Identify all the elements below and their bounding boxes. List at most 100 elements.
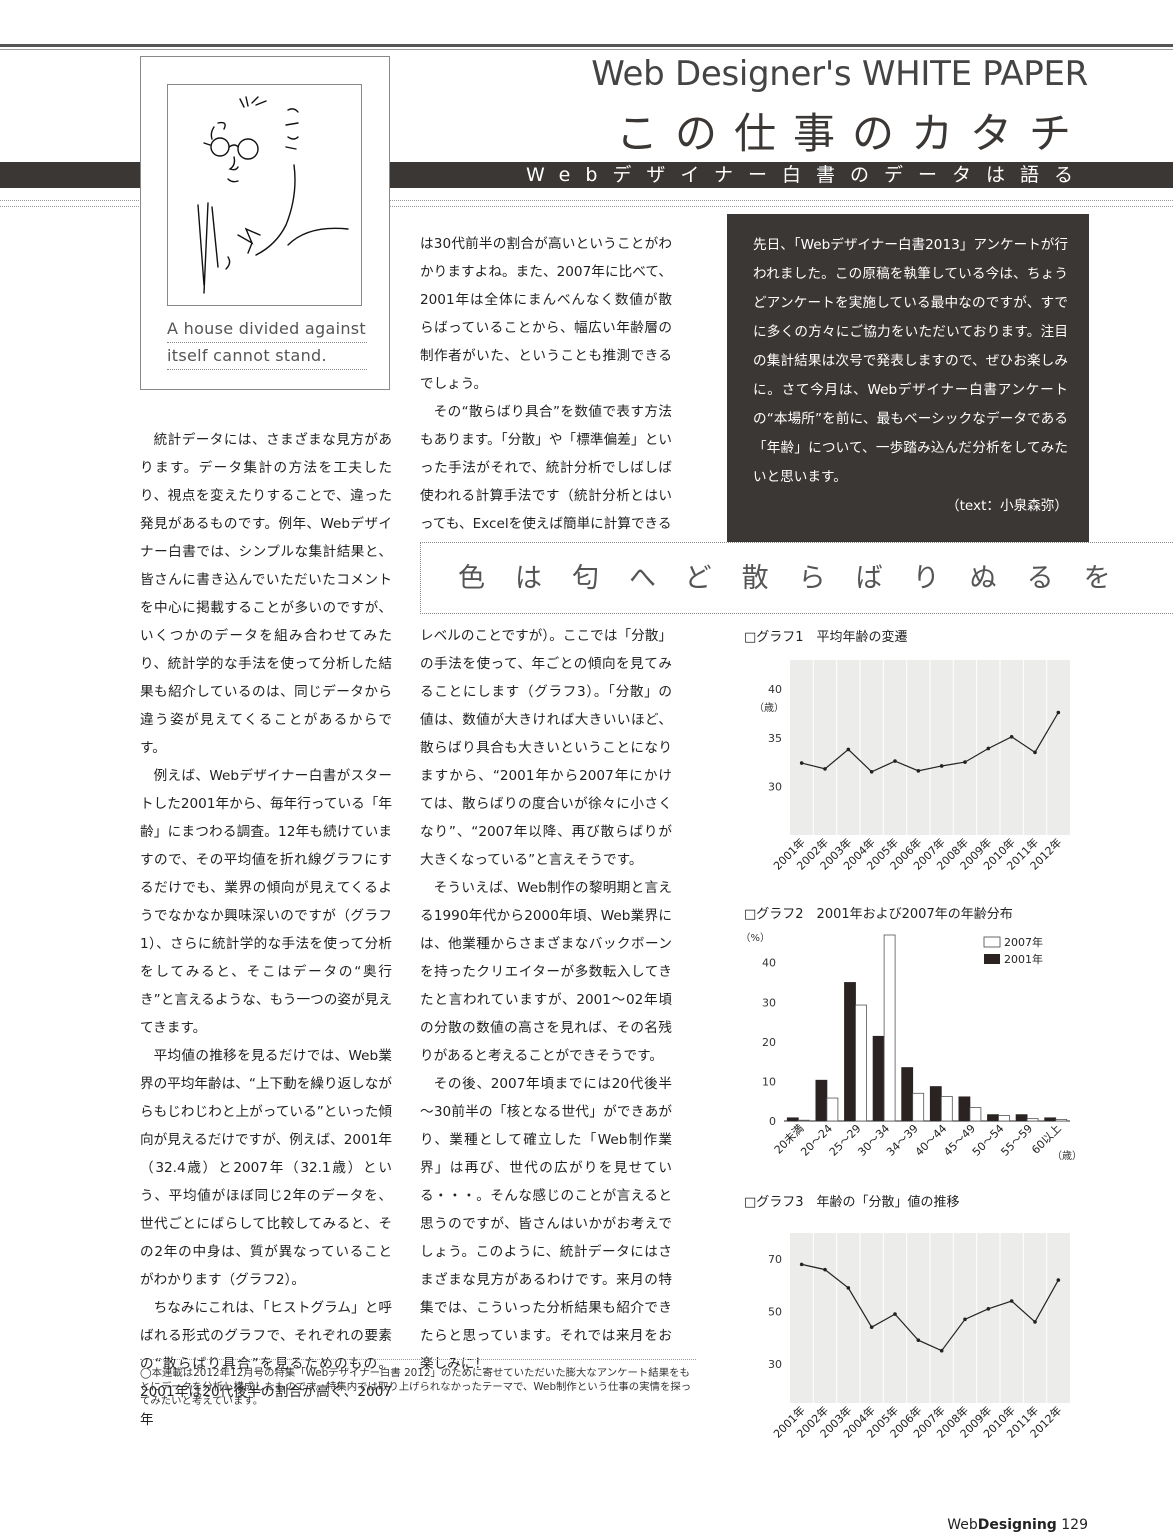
bar-2001: [901, 1067, 914, 1122]
page-subtitle: Webデザイナー白書のデータは語る: [525, 164, 1088, 186]
paragraph: その“散らばり具合”を数値で表す方法もあります。「分散」や「標準偏差」といった手…: [420, 404, 672, 532]
folio: WebDesigning 129: [947, 1517, 1088, 1533]
intro-box: [727, 214, 1089, 542]
y-tick-label: 30: [762, 996, 776, 1009]
y-tick-label: 40: [762, 957, 776, 970]
data-point: [986, 746, 991, 751]
data-point: [869, 1325, 874, 1329]
data-point: [1033, 1320, 1037, 1324]
quote-line: A house divided against: [167, 316, 367, 343]
author-sketch-image: [197, 96, 349, 294]
data-point: [893, 759, 897, 763]
intro-text: 先日、「Webデザイナー白書2013」アンケートが行われました。この原稿を執筆し…: [753, 231, 1068, 521]
paragraph: レベルのことですが）。ここでは「分散」の手法を使って、年ごとの傾向を見てみること…: [420, 628, 672, 868]
data-point: [939, 764, 944, 768]
data-point: [846, 747, 851, 752]
brand-designing: Designing: [977, 1517, 1057, 1533]
bar-2007: [940, 1096, 953, 1122]
bar-2007: [912, 1092, 925, 1122]
graph3-title: □グラフ3 年齢の「分散」値の推移: [744, 1195, 960, 1210]
top-rule: [0, 44, 1173, 47]
bar-2007: [826, 1097, 839, 1122]
y-tick-label: 30: [768, 780, 782, 793]
page-number: 129: [1061, 1517, 1088, 1533]
bar-2001: [958, 1096, 971, 1122]
bar-2007: [1055, 1119, 1068, 1122]
graph1-title: □グラフ1 平均年齢の変遷: [744, 630, 908, 645]
body-column-1: 統計データには、さまざまな見方があります。データ集計の方法を工夫したり、視点を変…: [140, 426, 392, 1434]
legend-swatch-2001: [984, 954, 1000, 964]
dotted-rule: [0, 206, 1173, 207]
page-title: この仕事のカタチ: [615, 109, 1088, 158]
bar-2001: [1044, 1117, 1057, 1122]
x-axis-unit: （歳）: [1052, 1150, 1082, 1162]
data-point: [893, 1312, 897, 1316]
intro-body: 先日、「Webデザイナー白書2013」アンケートが行われました。この原稿を執筆し…: [753, 237, 1068, 485]
dotted-rule: [0, 200, 1173, 201]
data-point: [823, 1267, 827, 1272]
bar-2001: [1015, 1114, 1028, 1122]
paragraph: ちなみにこれは、「ヒストグラム」と呼ばれる形式のグラフで、それぞれの要素の“散ら…: [140, 1300, 392, 1428]
footnote: ◯本連載は2012年12月号の特集「Webデザイナー白書 2012」のために寄せ…: [140, 1367, 692, 1407]
body-column-2-bottom: レベルのことですが）。ここでは「分散」の手法を使って、年ごとの傾向を見てみること…: [420, 622, 672, 1378]
brand-web: Web: [947, 1517, 978, 1533]
y-tick-label: 10: [762, 1075, 776, 1088]
data-point: [963, 760, 967, 764]
paragraph: 統計データには、さまざまな見方があります。データ集計の方法を工夫したり、視点を変…: [140, 432, 392, 756]
body-column-2-top: は30代前半の割合が高いということがわかりますよね。また、2007年に比べて、2…: [420, 230, 672, 538]
data-point: [869, 770, 874, 774]
data-point: [963, 1317, 967, 1322]
y-axis-unit: （%）: [740, 932, 770, 944]
graph1-line-chart: 303540（歳）2001年2002年2003年2004年2005年2006年2…: [754, 660, 1070, 873]
bar-2007: [1026, 1118, 1039, 1122]
bar-2001: [987, 1114, 999, 1122]
poem-line: 色は匂へど散らばりぬるを: [458, 563, 1141, 594]
paragraph: そういえば、Web制作の黎明期と言える1990年代から2000年頃、Web業界に…: [420, 880, 672, 1064]
data-point: [823, 767, 827, 771]
bar-2007: [969, 1107, 982, 1122]
paragraph: その後、2007年頃までには20代後半～30前半の「核となる世代」ができあがり、…: [420, 1076, 672, 1372]
data-point: [916, 769, 921, 773]
graph2-title: □グラフ2 2001年および2007年の年齢分布: [744, 907, 1013, 922]
y-tick-label: 20: [762, 1036, 776, 1049]
bar-2007: [855, 1004, 867, 1122]
graph3-line-chart: 3050702001年2002年2003年2004年2005年2006年2007…: [768, 1233, 1070, 1441]
y-tick-label: 40: [768, 683, 782, 696]
data-point: [939, 1348, 944, 1353]
bar-2001: [872, 1035, 885, 1122]
data-point: [1056, 710, 1061, 715]
portrait-illustration: [167, 84, 362, 306]
bar-2001: [786, 1117, 799, 1122]
data-point: [799, 1262, 804, 1267]
quote-line: itself cannot stand.: [167, 343, 367, 370]
data-point: [1033, 750, 1037, 755]
bar-2007: [883, 934, 896, 1122]
x-tick-label: 55～59: [998, 1122, 1035, 1159]
paragraph: 例えば、Webデザイナー白書がスタートした2001年から、毎年行っている「年齢」…: [140, 768, 392, 1036]
bar-2001: [844, 982, 856, 1122]
y-axis-unit: （歳）: [754, 702, 784, 714]
data-point: [1009, 1299, 1014, 1303]
legend-label-2007: 2007年: [1004, 935, 1043, 949]
portrait-quote: A house divided against itself cannot st…: [167, 316, 367, 370]
legend-swatch-2007: [983, 936, 1001, 948]
data-point: [846, 1286, 851, 1290]
bar-2001: [815, 1079, 828, 1122]
data-point: [1056, 1278, 1061, 1282]
bar-2007: [797, 1119, 810, 1122]
bar-2007: [998, 1115, 1010, 1122]
legend-label-2001: 2001年: [1004, 952, 1043, 966]
y-tick-label: 0: [769, 1115, 776, 1128]
y-tick-label: 50: [768, 1305, 782, 1318]
data-point: [799, 761, 804, 765]
author-credit: （text：小泉森弥）: [946, 498, 1068, 514]
series-title: Web Designer's WHITE PAPER: [591, 54, 1088, 94]
series-line: [801, 1263, 1059, 1352]
graph2-histogram: 010203040（%）20未満20～2425～2930～3434～3940～4…: [740, 932, 1082, 1162]
y-tick-label: 30: [768, 1358, 782, 1371]
paragraph: 平均値の推移を見るだけでは、Web業界の平均年齢は、“上下動を繰り返しながらもじ…: [140, 1048, 392, 1288]
bar-2001: [929, 1086, 942, 1122]
y-tick-label: 35: [768, 732, 782, 745]
data-point: [986, 1307, 991, 1311]
top-rule-thin: [0, 49, 1173, 50]
